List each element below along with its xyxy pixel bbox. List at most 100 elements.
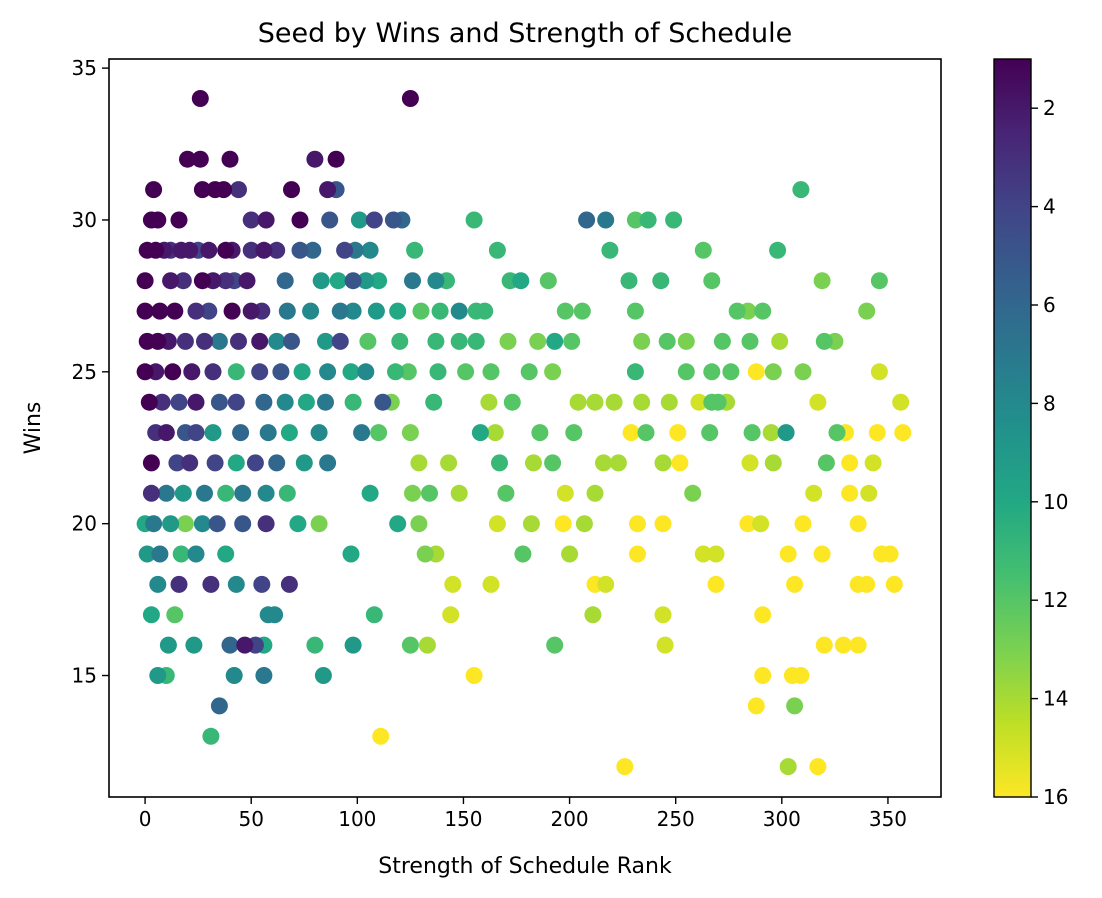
data-point xyxy=(291,241,309,259)
data-point xyxy=(410,454,428,472)
data-point xyxy=(792,667,810,684)
data-point xyxy=(665,211,683,229)
data-point xyxy=(142,454,160,472)
data-point xyxy=(626,302,644,320)
data-point xyxy=(312,272,330,290)
data-point xyxy=(694,241,712,259)
data-point xyxy=(238,272,256,290)
x-tick-label: 250 xyxy=(657,807,695,831)
data-point xyxy=(425,393,443,411)
data-point xyxy=(202,575,220,593)
data-point xyxy=(217,272,235,290)
data-point xyxy=(658,332,676,350)
data-point xyxy=(858,575,876,593)
colorbar-tick-label: 16 xyxy=(1043,785,1068,809)
data-point xyxy=(204,363,222,381)
data-point xyxy=(336,241,354,259)
data-point xyxy=(522,515,540,533)
data-point xyxy=(616,758,634,776)
data-point xyxy=(149,667,167,684)
data-point xyxy=(762,424,780,442)
data-point xyxy=(525,454,542,472)
data-point xyxy=(361,241,379,259)
data-point xyxy=(563,332,581,350)
data-point xyxy=(754,667,772,684)
data-point xyxy=(370,424,388,442)
data-point xyxy=(486,424,504,442)
data-point xyxy=(200,241,218,259)
data-point xyxy=(529,332,547,350)
data-point xyxy=(225,667,243,684)
data-point xyxy=(255,667,273,684)
colorbar-tick-label: 10 xyxy=(1043,490,1068,514)
data-point xyxy=(297,393,315,411)
data-point xyxy=(777,424,795,442)
y-tick-label: 25 xyxy=(72,360,97,384)
data-point xyxy=(709,393,727,411)
data-point xyxy=(431,302,449,320)
data-point xyxy=(230,181,247,199)
data-point xyxy=(476,302,494,320)
data-point xyxy=(457,363,475,381)
data-point xyxy=(794,515,812,533)
data-point xyxy=(586,484,604,502)
data-point xyxy=(283,181,300,199)
data-point xyxy=(771,332,789,350)
data-point xyxy=(174,484,192,502)
data-point xyxy=(242,302,260,320)
data-point xyxy=(805,484,823,502)
data-point xyxy=(331,332,349,350)
data-point xyxy=(629,515,646,533)
data-point xyxy=(427,332,445,350)
data-point xyxy=(266,606,284,624)
data-point xyxy=(276,272,294,290)
data-point xyxy=(142,606,160,624)
data-point xyxy=(365,211,383,229)
data-point xyxy=(465,667,483,684)
data-point xyxy=(227,454,245,472)
data-point xyxy=(412,302,430,320)
data-point xyxy=(870,272,888,290)
data-point xyxy=(828,424,846,442)
data-point xyxy=(815,332,833,350)
data-point xyxy=(677,332,695,350)
data-point xyxy=(892,393,910,411)
data-point xyxy=(191,150,209,168)
data-point xyxy=(410,515,428,533)
data-point xyxy=(467,332,485,350)
data-point xyxy=(319,181,337,199)
data-point xyxy=(701,424,719,442)
data-point xyxy=(754,606,772,624)
data-point xyxy=(344,393,362,411)
data-point xyxy=(404,272,421,290)
data-point xyxy=(792,181,810,199)
data-point xyxy=(752,515,770,533)
data-point xyxy=(741,454,759,472)
data-point xyxy=(565,424,583,442)
data-point xyxy=(497,484,515,502)
data-point xyxy=(183,363,201,381)
data-point xyxy=(187,393,205,411)
data-point xyxy=(465,211,483,229)
data-point xyxy=(841,484,859,502)
data-point xyxy=(149,332,167,350)
data-point xyxy=(694,545,712,563)
data-point xyxy=(520,363,538,381)
data-point xyxy=(809,393,827,411)
data-point xyxy=(159,636,177,654)
data-point xyxy=(639,211,657,229)
data-point xyxy=(357,363,375,381)
data-point xyxy=(217,241,235,259)
data-point xyxy=(482,575,500,593)
data-point xyxy=(372,727,390,745)
data-point xyxy=(268,332,286,350)
data-point xyxy=(140,393,158,411)
data-point xyxy=(864,454,882,472)
data-point xyxy=(253,575,271,593)
data-point xyxy=(170,575,188,593)
data-point xyxy=(187,302,205,320)
data-point xyxy=(317,393,334,411)
data-point xyxy=(482,363,500,381)
data-point xyxy=(162,272,180,290)
